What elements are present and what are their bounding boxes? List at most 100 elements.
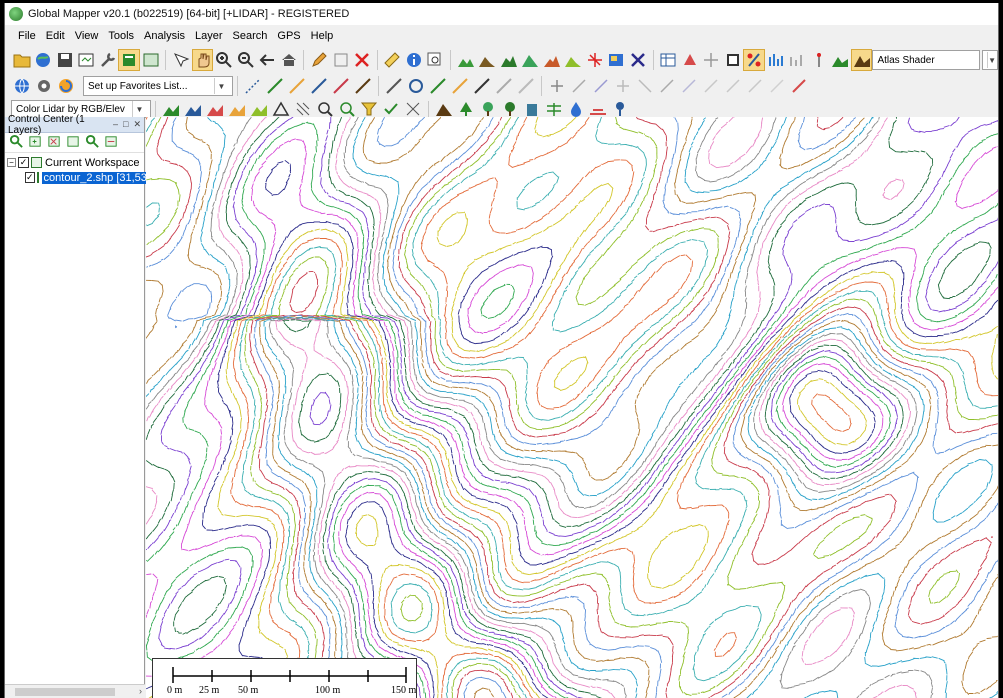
rotate-icon[interactable] [678,75,700,97]
workspace-checkbox[interactable]: ✓ [18,157,29,168]
pan-hand-icon[interactable] [191,49,214,71]
layer-add-icon[interactable] [28,134,43,152]
shader-select[interactable]: Atlas Shader [872,50,981,70]
move-feature-icon[interactable] [515,75,537,97]
workspace-node[interactable]: − ✓ Current Workspace [7,155,144,170]
ground-class-icon[interactable] [433,100,455,118]
layer-node[interactable]: ✓ contour_2.shp [31,537 f [7,170,162,185]
delete-x-icon[interactable] [351,49,372,71]
menu-search[interactable]: Search [232,30,268,42]
save-icon[interactable] [54,49,75,71]
menu-edit[interactable]: Edit [45,30,65,42]
grid-create-icon[interactable] [584,49,605,71]
atlas-shader-icon[interactable] [850,49,873,71]
globe-gear-icon[interactable] [11,75,33,97]
draw-line-6-icon[interactable] [352,75,374,97]
layer-checkbox[interactable]: ✓ [25,172,35,183]
trim-icon[interactable] [744,75,766,97]
tree-detect-icon[interactable] [499,100,521,118]
lidar-noise-icon[interactable] [402,100,424,118]
open-folder-icon[interactable] [11,49,32,71]
offset-icon[interactable] [722,75,744,97]
color-by-class-icon[interactable] [182,100,204,118]
back-arrow-icon[interactable] [256,49,277,71]
layer-options-icon[interactable] [66,134,81,152]
layer-sort-icon[interactable] [104,134,119,152]
layer-find-icon[interactable] [85,134,100,152]
view-shed-icon[interactable] [477,49,498,71]
powerline-class-icon[interactable] [543,100,565,118]
circle-tool-icon[interactable] [405,75,427,97]
add-point-icon[interactable] [546,75,568,97]
terrain-cut-icon[interactable] [498,49,519,71]
scroll-right-arrow-icon[interactable]: › [139,686,142,696]
control-center-icon[interactable] [118,49,140,71]
layer-label[interactable]: contour_2.shp [31,537 f [41,171,162,184]
building-class-icon[interactable] [521,100,543,118]
3d-view-icon[interactable] [679,49,700,71]
add-vertex-icon[interactable] [568,75,590,97]
table-icon[interactable] [658,49,679,71]
minimize-panel-icon[interactable]: – [113,119,119,129]
zoom-in-icon[interactable] [213,49,234,71]
elevation-profile-icon[interactable] [455,49,476,71]
draw-line-2-icon[interactable] [264,75,286,97]
favorites-swirl-icon[interactable] [55,75,77,97]
delete-vertex-icon[interactable] [634,75,656,97]
menu-view[interactable]: View [74,30,99,42]
draw-line-3-icon[interactable] [286,75,308,97]
line-style-icon[interactable] [471,75,493,97]
layer-remove-icon[interactable] [47,134,62,152]
lidar-percent-icon[interactable] [743,49,765,71]
join-line-icon[interactable] [449,75,471,97]
vegetation-class-icon[interactable] [455,100,477,118]
menu-layer[interactable]: Layer [195,30,223,42]
scale-icon[interactable] [700,75,722,97]
close-tool-icon[interactable] [627,49,648,71]
smooth-line-icon[interactable] [493,75,515,97]
terrain-shade-icon[interactable] [563,49,584,71]
menu-help[interactable]: Help [310,30,334,42]
search-map-icon[interactable] [425,49,446,71]
lidar-classify-icon[interactable] [765,49,786,71]
close-panel-icon[interactable]: ✕ [133,119,141,129]
config-wrench-icon[interactable] [97,49,118,71]
color-by-return-icon[interactable] [226,100,248,118]
lidar-funnel-icon[interactable] [358,100,380,118]
zoom-out-icon[interactable] [235,49,256,71]
edit-vertex-icon[interactable] [383,75,405,97]
digitizer-tool-icon[interactable] [170,49,191,71]
control-center-scrollbar[interactable]: › [5,684,145,698]
menu-file[interactable]: File [18,30,36,42]
lidar-filter-icon[interactable] [786,49,807,71]
download-online-data-icon[interactable] [32,49,53,71]
restore-panel-icon[interactable]: □ [123,119,129,129]
lidar-query-icon[interactable] [609,100,631,118]
menu-tools[interactable]: Tools [108,30,135,42]
color-by-intensity-icon[interactable] [204,100,226,118]
lidar-search-icon[interactable] [314,100,336,118]
lidar-extract-icon[interactable] [829,49,850,71]
split-line-icon[interactable] [427,75,449,97]
watershed-icon[interactable] [541,49,562,71]
lidar-pole-icon[interactable] [808,49,829,71]
reshape-icon[interactable] [656,75,678,97]
lidar-select-icon[interactable] [336,100,358,118]
settings-gear-icon[interactable] [33,75,55,97]
export-icon[interactable] [75,49,96,71]
color-by-height-icon[interactable] [248,100,270,118]
shader-dropdown-button[interactable]: ▼ [982,50,998,70]
scrollbar-thumb[interactable] [15,688,115,696]
draw-line-5-icon[interactable] [330,75,352,97]
layer-stack-icon[interactable] [722,49,743,71]
draw-line-icon[interactable] [242,75,264,97]
tree-class-icon[interactable] [477,100,499,118]
ruler-icon[interactable] [382,49,403,71]
home-icon[interactable] [278,49,299,71]
crosshair-icon[interactable] [700,49,721,71]
menu-gps[interactable]: GPS [277,30,301,42]
collapse-toggle-icon[interactable]: − [7,158,16,167]
menu-analysis[interactable]: Analysis [144,30,186,42]
pencil-icon[interactable] [308,49,329,71]
grid-lines-icon[interactable] [292,100,314,118]
